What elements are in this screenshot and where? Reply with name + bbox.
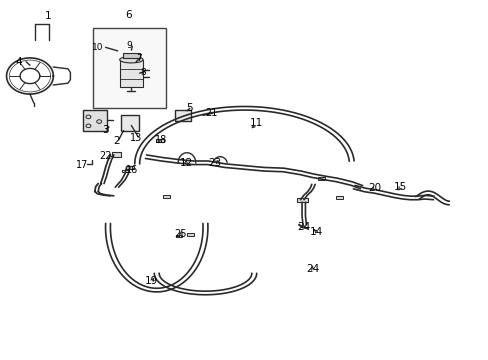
Text: 2: 2 — [113, 136, 120, 145]
Text: 22: 22 — [99, 150, 112, 161]
Text: 24: 24 — [305, 264, 319, 274]
Bar — [112, 152, 121, 157]
Text: 18: 18 — [154, 135, 166, 145]
Text: 9: 9 — [126, 41, 132, 50]
Bar — [176, 234, 182, 237]
Text: 11: 11 — [249, 118, 263, 128]
Text: 25: 25 — [174, 229, 186, 239]
Bar — [297, 198, 307, 202]
Text: 16: 16 — [126, 165, 138, 175]
Bar — [187, 233, 194, 236]
Bar — [156, 139, 163, 142]
Text: 23: 23 — [208, 158, 222, 168]
Bar — [126, 166, 134, 169]
Text: 24: 24 — [297, 222, 310, 232]
Bar — [318, 177, 325, 180]
Text: 14: 14 — [309, 227, 323, 237]
Text: 12: 12 — [179, 158, 192, 168]
Text: 17: 17 — [76, 159, 89, 170]
Text: 10: 10 — [91, 43, 103, 52]
Text: 1: 1 — [45, 11, 52, 21]
Text: 6: 6 — [125, 10, 131, 20]
FancyBboxPatch shape — [83, 111, 107, 131]
Bar — [120, 60, 143, 87]
FancyBboxPatch shape — [174, 111, 191, 121]
Bar — [93, 28, 166, 108]
Text: 5: 5 — [186, 103, 193, 113]
Ellipse shape — [120, 57, 143, 63]
Bar — [123, 53, 139, 58]
Text: 19: 19 — [145, 276, 158, 286]
Text: 8: 8 — [141, 68, 146, 77]
Text: 20: 20 — [368, 183, 381, 193]
Text: 3: 3 — [102, 125, 109, 135]
Bar — [122, 170, 128, 172]
Text: 7: 7 — [136, 54, 141, 63]
Bar — [163, 195, 169, 198]
Text: 21: 21 — [205, 108, 217, 118]
Text: 13: 13 — [130, 133, 142, 143]
Text: 15: 15 — [393, 182, 407, 192]
Bar — [335, 197, 342, 199]
FancyBboxPatch shape — [121, 115, 139, 131]
Text: 4: 4 — [16, 57, 22, 67]
